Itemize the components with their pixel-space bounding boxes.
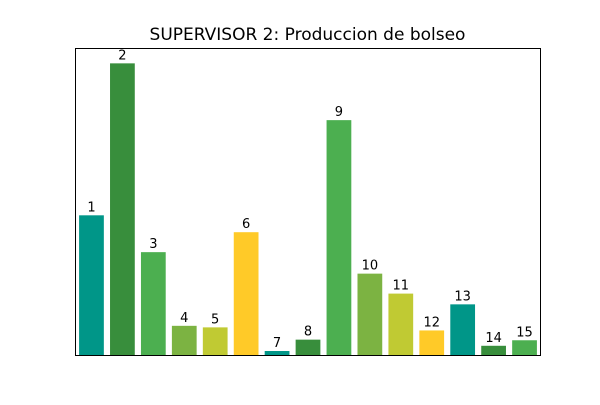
bar-label-14: 14: [485, 331, 502, 346]
bar-5: [202, 327, 228, 355]
bar-label-15: 15: [516, 325, 533, 340]
bar-10: [357, 273, 383, 355]
bar-label-4: 4: [180, 311, 188, 326]
bar-label-7: 7: [273, 336, 281, 351]
bar-11: [388, 293, 414, 355]
bar-label-12: 12: [423, 315, 440, 330]
bar-12: [419, 330, 445, 355]
bar-3: [140, 252, 166, 355]
bar-6: [233, 232, 259, 355]
bar-label-13: 13: [454, 289, 471, 304]
bar-14: [481, 345, 506, 355]
bar-2: [110, 63, 135, 355]
bar-label-1: 1: [87, 200, 95, 215]
bar-label-10: 10: [362, 259, 379, 274]
bar-7: [264, 351, 290, 355]
bar-label-6: 6: [242, 217, 250, 232]
bar-9: [326, 120, 352, 355]
bar-label-9: 9: [335, 105, 343, 120]
bars-group: [79, 63, 537, 355]
bar-1: [79, 215, 104, 355]
bar-label-3: 3: [149, 237, 157, 252]
chart-title: SUPERVISOR 2: Produccion de bolseo: [150, 25, 466, 45]
bar-8: [295, 339, 321, 355]
bar-label-5: 5: [211, 312, 219, 327]
bar-label-8: 8: [304, 325, 312, 340]
bar-15: [512, 340, 537, 355]
bar-4: [171, 325, 197, 355]
plot-frame: [75, 48, 541, 356]
bar-13: [450, 304, 476, 355]
bar-label-2: 2: [118, 48, 126, 63]
bar-label-11: 11: [393, 279, 410, 294]
